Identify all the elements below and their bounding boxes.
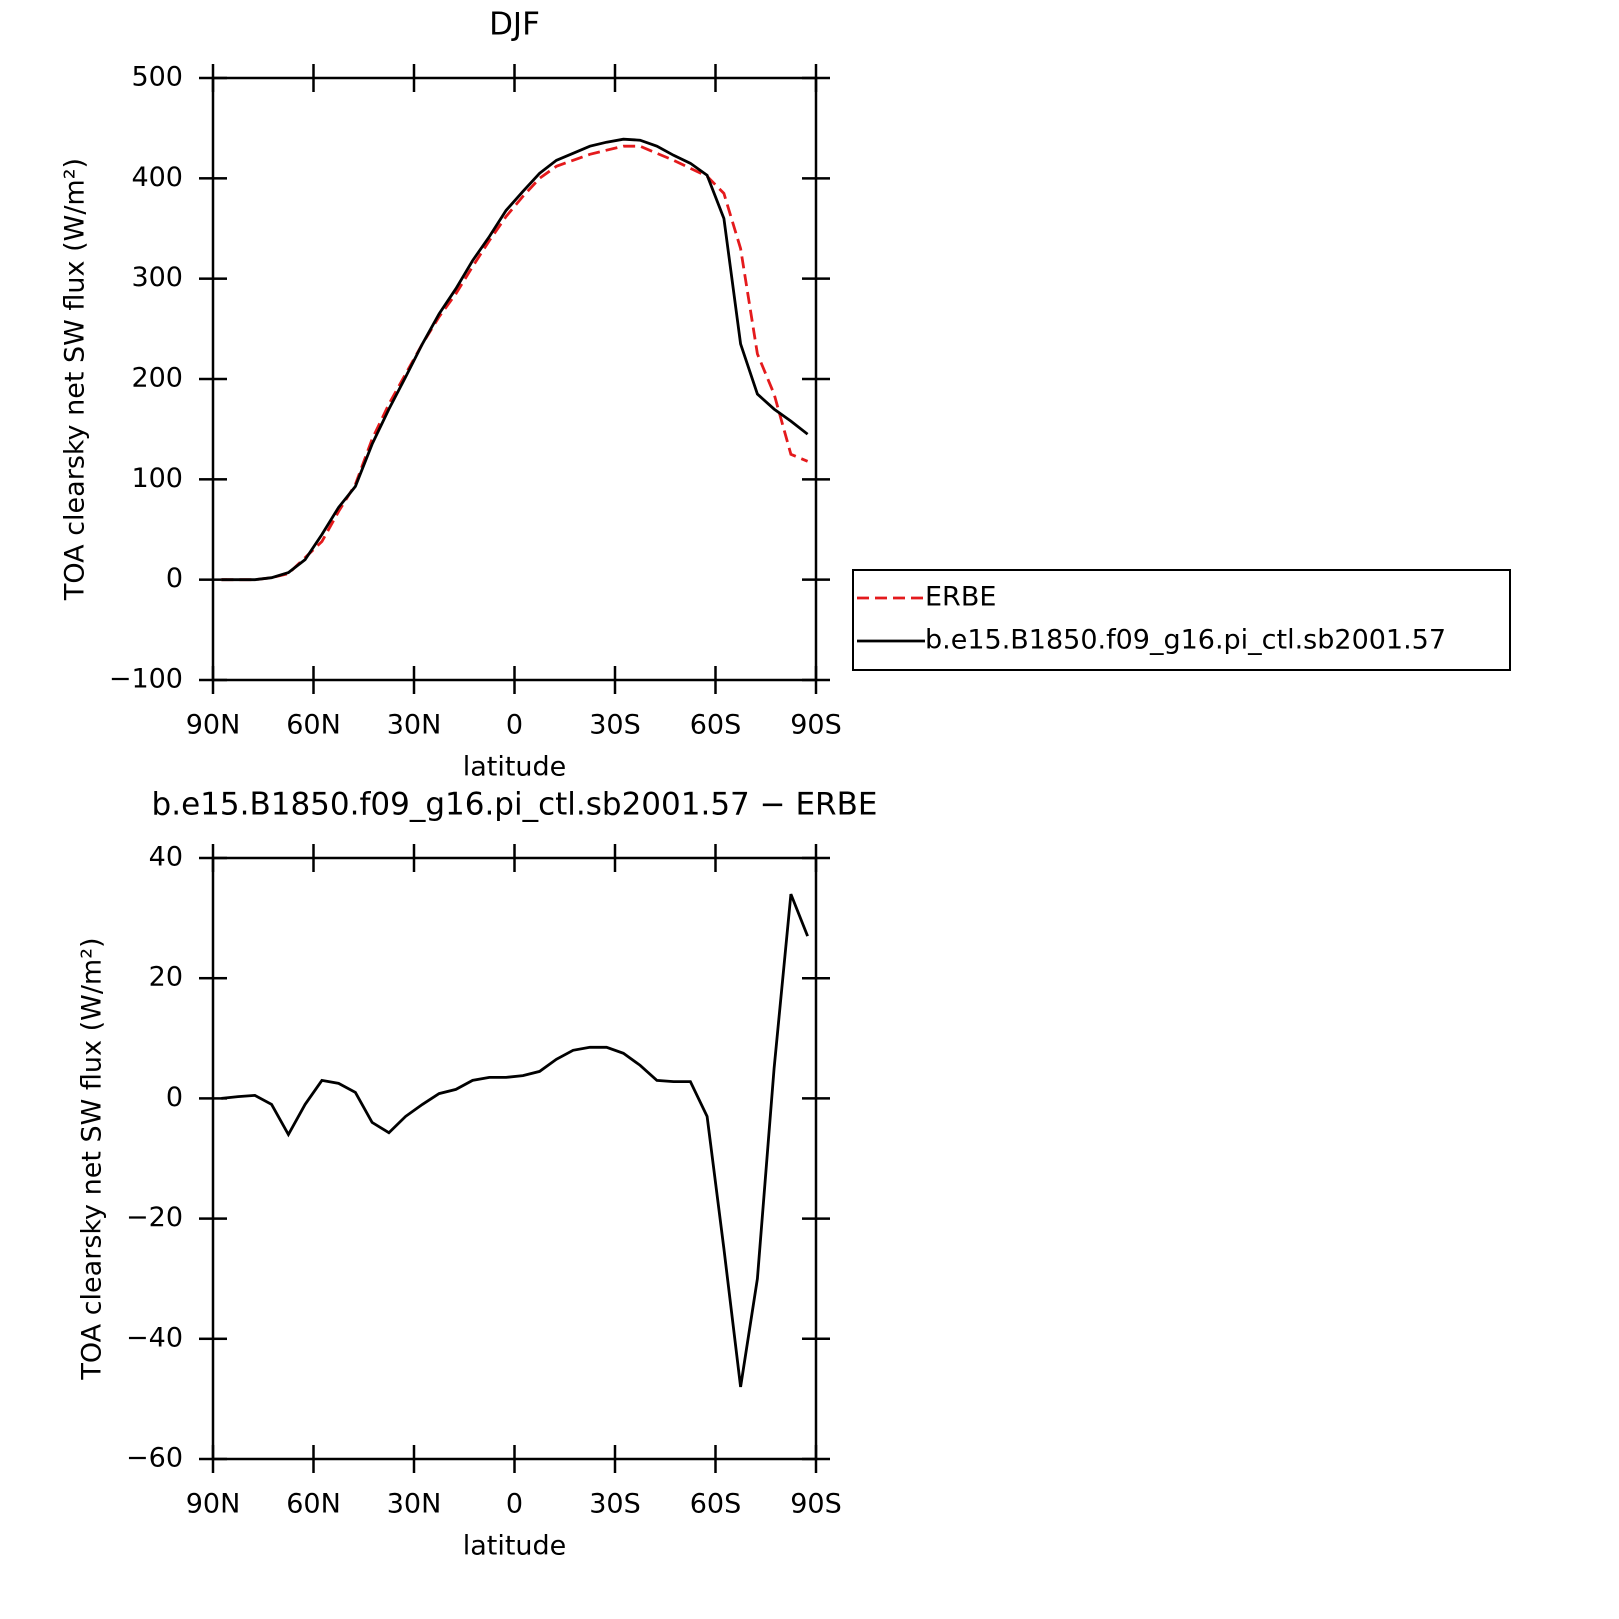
y-tick-label: 300 bbox=[131, 262, 183, 293]
x-tick-label: 0 bbox=[506, 1489, 523, 1520]
data-line bbox=[221, 893, 809, 1388]
x-tick-label: 60S bbox=[690, 710, 742, 741]
x-tick-label: 30N bbox=[387, 710, 442, 741]
y-tick-label: 0 bbox=[166, 563, 183, 594]
y-tick-label: 0 bbox=[166, 1082, 183, 1113]
y-tick-label: −60 bbox=[126, 1443, 183, 1474]
x-tick-label: 90S bbox=[790, 1489, 842, 1520]
data-line bbox=[221, 137, 809, 582]
y-tick-label: 40 bbox=[149, 842, 183, 873]
x-tick-label: 30S bbox=[589, 1489, 641, 1520]
x-tick-label: 90N bbox=[186, 1489, 241, 1520]
y-tick-label: −100 bbox=[109, 664, 183, 695]
x-axis-label: latitude bbox=[463, 752, 567, 783]
legend-box bbox=[852, 569, 1511, 671]
x-tick-label: 60N bbox=[286, 1489, 341, 1520]
chart-title: DJF bbox=[489, 7, 540, 43]
y-axis-label: TOA clearsky net SW flux (W/m²) bbox=[60, 158, 91, 601]
chart-title: b.e15.B1850.f09_g16.pi_ctl.sb2001.57 − E… bbox=[152, 787, 878, 823]
x-axis-label: latitude bbox=[463, 1531, 567, 1562]
y-axis-label: TOA clearsky net SW flux (W/m²) bbox=[77, 937, 108, 1380]
y-tick-label: 500 bbox=[131, 62, 183, 93]
y-tick-label: 20 bbox=[149, 962, 183, 993]
y-tick-label: −40 bbox=[126, 1322, 183, 1353]
plot-frame bbox=[211, 76, 818, 682]
y-tick-label: 100 bbox=[131, 463, 183, 494]
y-tick-label: −20 bbox=[126, 1202, 183, 1233]
x-tick-label: 30N bbox=[387, 1489, 442, 1520]
legend-label: b.e15.B1850.f09_g16.pi_ctl.sb2001.57 bbox=[925, 625, 1446, 656]
plot-frame bbox=[211, 856, 818, 1461]
legend-label: ERBE bbox=[925, 582, 996, 613]
y-tick-label: 200 bbox=[131, 363, 183, 394]
x-tick-label: 90S bbox=[790, 710, 842, 741]
x-tick-label: 60N bbox=[286, 710, 341, 741]
x-tick-label: 0 bbox=[506, 710, 523, 741]
x-tick-label: 60S bbox=[690, 1489, 742, 1520]
y-tick-label: 400 bbox=[131, 162, 183, 193]
x-tick-label: 30S bbox=[589, 710, 641, 741]
x-tick-label: 90N bbox=[186, 710, 241, 741]
